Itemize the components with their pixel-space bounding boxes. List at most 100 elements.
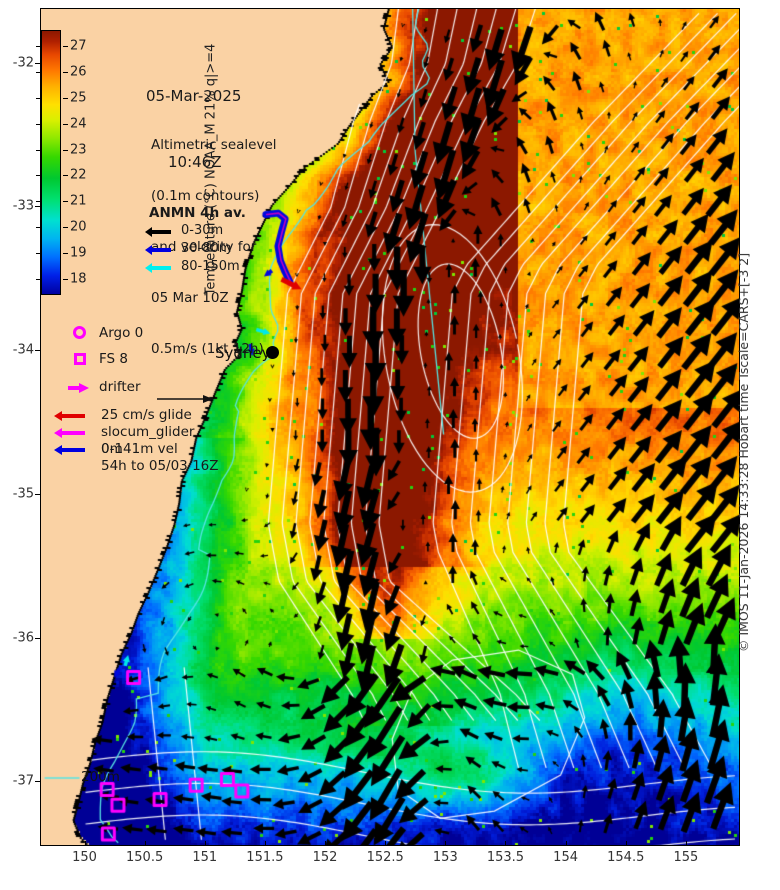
- circle-marker-icon: [73, 326, 86, 339]
- anmn-arrow-icon: [145, 263, 171, 273]
- anmn-item-label: 30-80m: [181, 241, 232, 256]
- colorbar-tickmark-left: [36, 149, 41, 151]
- colorbar-tick-label: 22: [70, 167, 87, 183]
- anmn-arrow-icon: [145, 245, 171, 255]
- x-tickmark: [144, 841, 146, 846]
- y-tick-label: -34: [12, 342, 34, 358]
- legend-item-label: FS 8: [99, 351, 128, 367]
- colorbar-tick-label: 26: [70, 64, 87, 80]
- legend-item-label: Argo 0: [99, 325, 144, 341]
- glider-legend-label: slocum_glider 0m: [101, 424, 195, 457]
- velocity-scale-arrow-icon: [157, 395, 213, 403]
- y-tickmark: [35, 206, 40, 208]
- blue-arrow-icon: [54, 445, 85, 455]
- colorbar-title: Temperature (°C) NOAA_M 21% q|>=4: [203, 43, 219, 296]
- colorbar: [41, 30, 61, 295]
- x-tickmark: [565, 841, 567, 846]
- colorbar-tickmark: [63, 201, 68, 203]
- map-plot-area[interactable]: 05-Mar-2025 10:46Z Altimetric sealevel (…: [40, 8, 740, 846]
- depth-contour-label: 200m: [81, 769, 120, 785]
- magenta-arrow-icon: [54, 428, 85, 438]
- x-tickmark: [204, 841, 206, 846]
- x-tickmark: [625, 841, 627, 846]
- date-line: 05-Mar-2025: [146, 87, 242, 105]
- x-tickmark: [685, 841, 687, 846]
- x-tick-label: 152: [312, 850, 338, 865]
- x-tick-label: 154: [553, 850, 579, 865]
- colorbar-tickmark-left: [36, 45, 41, 47]
- x-tick-label: 155: [673, 850, 699, 865]
- credit-text: © IMOS 11-Jan-2026 14:33:28 Hobart time …: [736, 252, 751, 653]
- colorbar-tick-label: 27: [70, 38, 87, 54]
- colorbar-tickmark: [63, 97, 68, 99]
- colorbar-tickmark-left: [36, 71, 41, 73]
- colorbar-tick-label: 20: [70, 219, 87, 235]
- anmn-item-80-150m: 80-150m: [145, 259, 240, 274]
- colorbar-tick-label: 24: [70, 116, 87, 132]
- arrow-marker-icon: [68, 383, 89, 393]
- y-tick-label: -33: [12, 198, 34, 214]
- city-label-sydney: Sydney: [215, 344, 271, 362]
- anmn-legend-title: ANMN 4h av.: [149, 205, 246, 221]
- y-tickmark: [35, 781, 40, 783]
- anmn-arrow-icon: [145, 227, 171, 237]
- x-tick-label: 153.5: [486, 850, 525, 865]
- colorbar-tickmark-left: [36, 97, 41, 99]
- colorbar-tick-label: 18: [70, 271, 87, 287]
- y-tick-label: -36: [12, 630, 34, 646]
- anmn-item-label: 0-30m: [181, 223, 224, 238]
- y-tick-label: -32: [12, 55, 34, 71]
- colorbar-tickmark-left: [36, 175, 41, 177]
- colorbar-tickmark: [63, 253, 68, 255]
- glider-legend-row-speed: 25 cm/s glide: [54, 407, 219, 424]
- anmn-item-30-80m: 30-80m: [145, 241, 232, 256]
- altimetric-line-1: Altimetric sealevel: [151, 137, 277, 153]
- x-tick-label: 151: [192, 850, 218, 865]
- altimetric-line-5: 0.5m/s (1kt 12h): [151, 341, 264, 357]
- colorbar-tick-label: 21: [70, 193, 87, 209]
- glider-legend-footer: 54h to 05/03 16Z: [101, 458, 219, 474]
- colorbar-tickmark-left: [36, 253, 41, 255]
- x-tickmark: [445, 841, 447, 846]
- colorbar-tick-label: 23: [70, 142, 87, 157]
- y-tickmark: [35, 350, 40, 352]
- colorbar-tick-label: 25: [70, 90, 87, 106]
- red-arrow-icon: [54, 411, 85, 421]
- x-tick-label: 153: [432, 850, 458, 865]
- y-tickmark: [35, 493, 40, 495]
- x-tickmark: [325, 841, 327, 846]
- colorbar-tickmark: [63, 227, 68, 229]
- colorbar-tick-label: 19: [70, 245, 87, 261]
- colorbar-tickmark: [63, 123, 68, 125]
- colorbar-tickmark: [63, 279, 68, 281]
- date-time-annotation: 05-Mar-2025 10:46Z: [146, 41, 241, 217]
- y-tickmark: [35, 637, 40, 639]
- city-marker-sydney: [266, 346, 279, 359]
- colorbar-tickmark-left: [36, 227, 41, 229]
- colorbar-tickmark-left: [36, 279, 41, 281]
- glider-legend-label: 25 cm/s glide: [101, 407, 192, 423]
- square-marker-icon: [74, 353, 86, 365]
- glider-legend-label: 0-141m vel: [101, 441, 178, 457]
- y-tickmark: [35, 62, 40, 64]
- x-tick-label: 152.5: [366, 850, 404, 865]
- y-tick-label: -37: [12, 773, 34, 789]
- x-tickmark: [505, 841, 507, 846]
- x-tickmark: [385, 841, 387, 846]
- x-tick-label: 150.5: [126, 850, 164, 865]
- x-tick-label: 150: [72, 850, 97, 865]
- colorbar-tickmark: [63, 71, 68, 73]
- x-tickmark: [264, 841, 266, 846]
- x-tickmark: [84, 841, 86, 846]
- altimetric-line-4: 05 Mar 10Z: [151, 290, 229, 306]
- colorbar-tickmark: [63, 149, 68, 151]
- time-line: 10:46Z: [168, 153, 222, 171]
- colorbar-tickmark: [63, 175, 68, 177]
- colorbar-tickmark: [63, 45, 68, 47]
- glider-legend-row-track: slocum_glider 0m: [54, 424, 219, 457]
- contour-and-velocity-layer: [41, 9, 739, 845]
- altimetric-line-2: (0.1m contours): [151, 188, 260, 204]
- glider-legend: 25 cm/s glide slocum_glider 0m 0-141m ve…: [54, 407, 219, 475]
- anmn-item-0-30m: 0-30m: [145, 223, 224, 238]
